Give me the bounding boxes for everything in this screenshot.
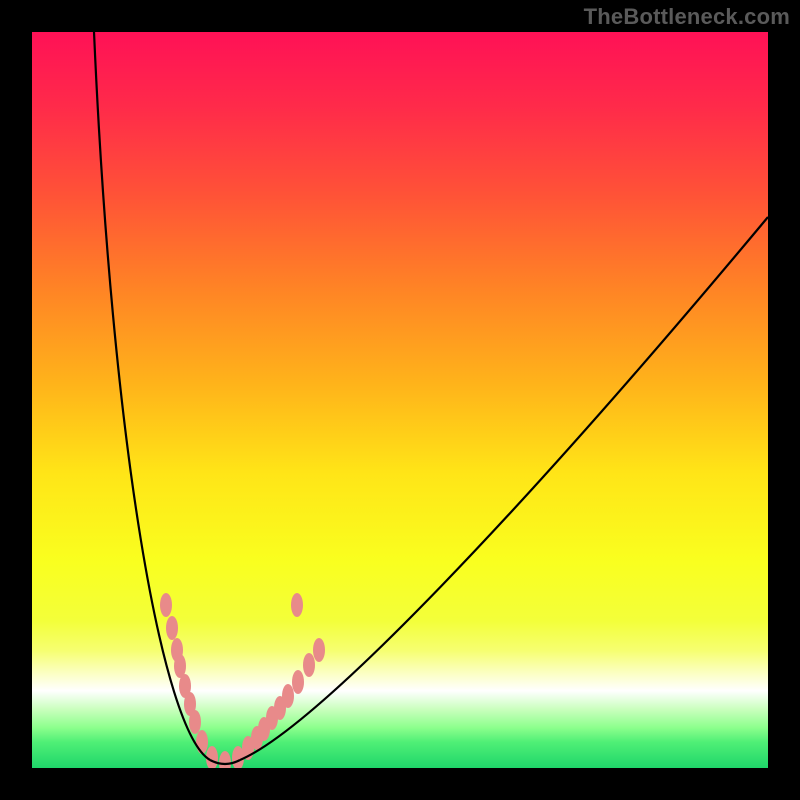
- data-dot: [166, 616, 178, 640]
- dot-cluster: [160, 593, 325, 768]
- data-dot: [291, 593, 303, 617]
- watermark-text: TheBottleneck.com: [584, 4, 790, 30]
- right-branch: [240, 217, 768, 760]
- left-branch: [94, 32, 210, 760]
- data-dot: [196, 730, 208, 754]
- data-dot: [313, 638, 325, 662]
- data-dot: [160, 593, 172, 617]
- curve-layer: [32, 32, 768, 768]
- data-dot: [282, 684, 294, 708]
- data-dot: [219, 751, 231, 768]
- plot-area: [32, 32, 768, 768]
- data-dot: [206, 746, 218, 768]
- data-dot: [303, 653, 315, 677]
- data-dot: [189, 710, 201, 734]
- data-dot: [292, 670, 304, 694]
